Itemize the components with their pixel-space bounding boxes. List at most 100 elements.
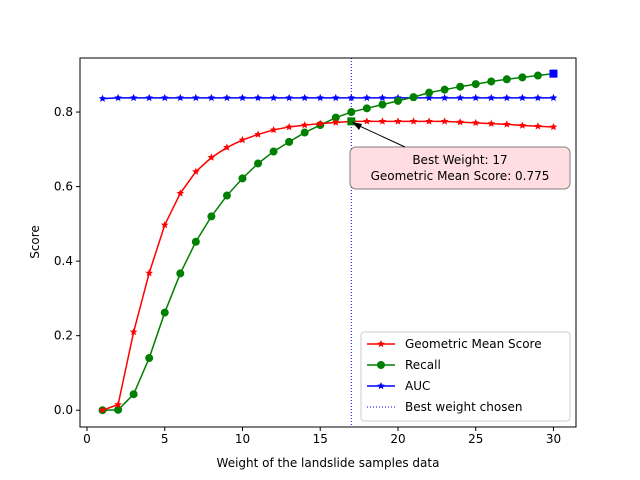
annotation-line-1: Best Weight: 17 bbox=[412, 153, 507, 167]
point-geometric-mean bbox=[98, 406, 107, 414]
legend-label-recall: Recall bbox=[405, 358, 441, 372]
series-line-auc bbox=[102, 97, 554, 100]
annotation-arrow-head bbox=[352, 122, 362, 130]
last-point-marker bbox=[549, 69, 558, 78]
point-auc bbox=[98, 94, 107, 102]
x-tick-label: 25 bbox=[468, 432, 483, 446]
point-geometric-mean bbox=[176, 189, 185, 197]
point-auc bbox=[114, 93, 122, 102]
point-recall bbox=[362, 104, 371, 113]
point-auc bbox=[254, 93, 262, 102]
point-geometric-mean bbox=[269, 125, 278, 134]
point-recall bbox=[176, 269, 185, 278]
point-recall bbox=[129, 390, 138, 399]
best-point-marker bbox=[347, 117, 356, 126]
y-tick-label: 0.4 bbox=[54, 254, 73, 268]
point-geometric-mean bbox=[145, 269, 153, 277]
point-recall bbox=[191, 237, 200, 246]
point-auc bbox=[347, 93, 356, 102]
annotation: Best Weight: 17 Geometric Mean Score: 0.… bbox=[349, 122, 571, 190]
legend-entry-best-weight: Best weight chosen bbox=[367, 400, 522, 414]
point-recall bbox=[145, 354, 154, 363]
point-geometric-mean bbox=[160, 220, 169, 229]
x-axis-label: Weight of the landslide samples data bbox=[217, 456, 440, 470]
legend-marker-auc bbox=[377, 382, 385, 390]
point-recall bbox=[456, 82, 465, 91]
point-geometric-mean bbox=[549, 122, 558, 131]
point-recall bbox=[238, 174, 247, 183]
point-geometric-mean bbox=[440, 117, 449, 125]
axes-frame bbox=[79, 57, 577, 428]
point-recall bbox=[114, 405, 123, 414]
x-tick-label: 15 bbox=[313, 432, 328, 446]
point-auc bbox=[518, 93, 527, 102]
point-geometric-mean bbox=[129, 327, 138, 336]
point-geometric-mean bbox=[503, 120, 511, 128]
point-recall bbox=[502, 75, 511, 84]
point-auc bbox=[176, 93, 185, 102]
legend: Geometric Mean Score Recall AUC Best wei… bbox=[360, 331, 571, 422]
series-line-geometric-mean bbox=[102, 120, 554, 411]
point-recall bbox=[285, 137, 294, 146]
x-tick-label: 10 bbox=[235, 432, 250, 446]
legend-marker-geometric-mean bbox=[377, 340, 385, 348]
point-geometric-mean bbox=[456, 118, 464, 126]
legend-entry-recall: Recall bbox=[367, 358, 441, 372]
point-recall bbox=[331, 113, 340, 122]
point-recall bbox=[425, 88, 434, 97]
point-auc bbox=[192, 93, 200, 102]
point-recall bbox=[222, 191, 231, 200]
plot-area bbox=[79, 57, 577, 428]
point-geometric-mean bbox=[409, 117, 418, 125]
x-tick-label: 20 bbox=[390, 432, 405, 446]
point-geometric-mean bbox=[534, 122, 542, 130]
x-axis: 0 5 10 15 20 25 30 bbox=[83, 427, 561, 446]
point-auc bbox=[160, 93, 169, 102]
point-recall bbox=[440, 85, 449, 94]
point-geometric-mean bbox=[238, 136, 247, 144]
point-recall bbox=[533, 71, 542, 80]
point-recall bbox=[347, 108, 356, 117]
point-auc bbox=[425, 93, 433, 102]
point-auc bbox=[223, 93, 231, 102]
point-geometric-mean bbox=[316, 119, 325, 127]
point-auc bbox=[300, 93, 309, 102]
point-auc bbox=[145, 93, 153, 102]
x-tick-label: 0 bbox=[83, 432, 91, 446]
legend-box bbox=[360, 331, 571, 422]
y-tick-label: 0.0 bbox=[54, 403, 73, 417]
point-recall bbox=[254, 159, 263, 168]
point-recall bbox=[409, 93, 418, 102]
point-recall bbox=[207, 212, 216, 221]
point-geometric-mean bbox=[378, 117, 387, 125]
point-recall bbox=[378, 100, 387, 109]
point-auc bbox=[331, 93, 340, 102]
point-auc bbox=[207, 93, 216, 102]
legend-label-best-weight: Best weight chosen bbox=[405, 400, 522, 414]
point-recall bbox=[269, 147, 278, 156]
point-recall bbox=[471, 80, 480, 89]
point-auc bbox=[269, 93, 278, 102]
point-auc bbox=[534, 93, 542, 102]
point-geometric-mean bbox=[487, 119, 496, 127]
point-auc bbox=[285, 93, 293, 102]
x-tick-label: 30 bbox=[546, 432, 561, 446]
point-recall bbox=[300, 128, 309, 137]
point-auc bbox=[363, 93, 371, 102]
y-tick-label: 0.6 bbox=[54, 180, 73, 194]
point-geometric-mean bbox=[223, 143, 231, 151]
point-recall bbox=[160, 308, 169, 317]
point-geometric-mean bbox=[254, 130, 262, 138]
x-tick-label: 5 bbox=[161, 432, 169, 446]
annotation-arrow-shaft bbox=[352, 122, 406, 148]
point-geometric-mean bbox=[331, 118, 340, 126]
point-auc bbox=[487, 93, 496, 102]
y-axis-label: Score bbox=[28, 225, 42, 259]
y-tick-label: 0.2 bbox=[54, 329, 73, 343]
point-geometric-mean bbox=[285, 122, 293, 131]
annotation-box bbox=[349, 146, 571, 190]
point-geometric-mean bbox=[114, 400, 122, 408]
point-recall bbox=[487, 77, 496, 86]
point-geometric-mean bbox=[471, 118, 480, 127]
